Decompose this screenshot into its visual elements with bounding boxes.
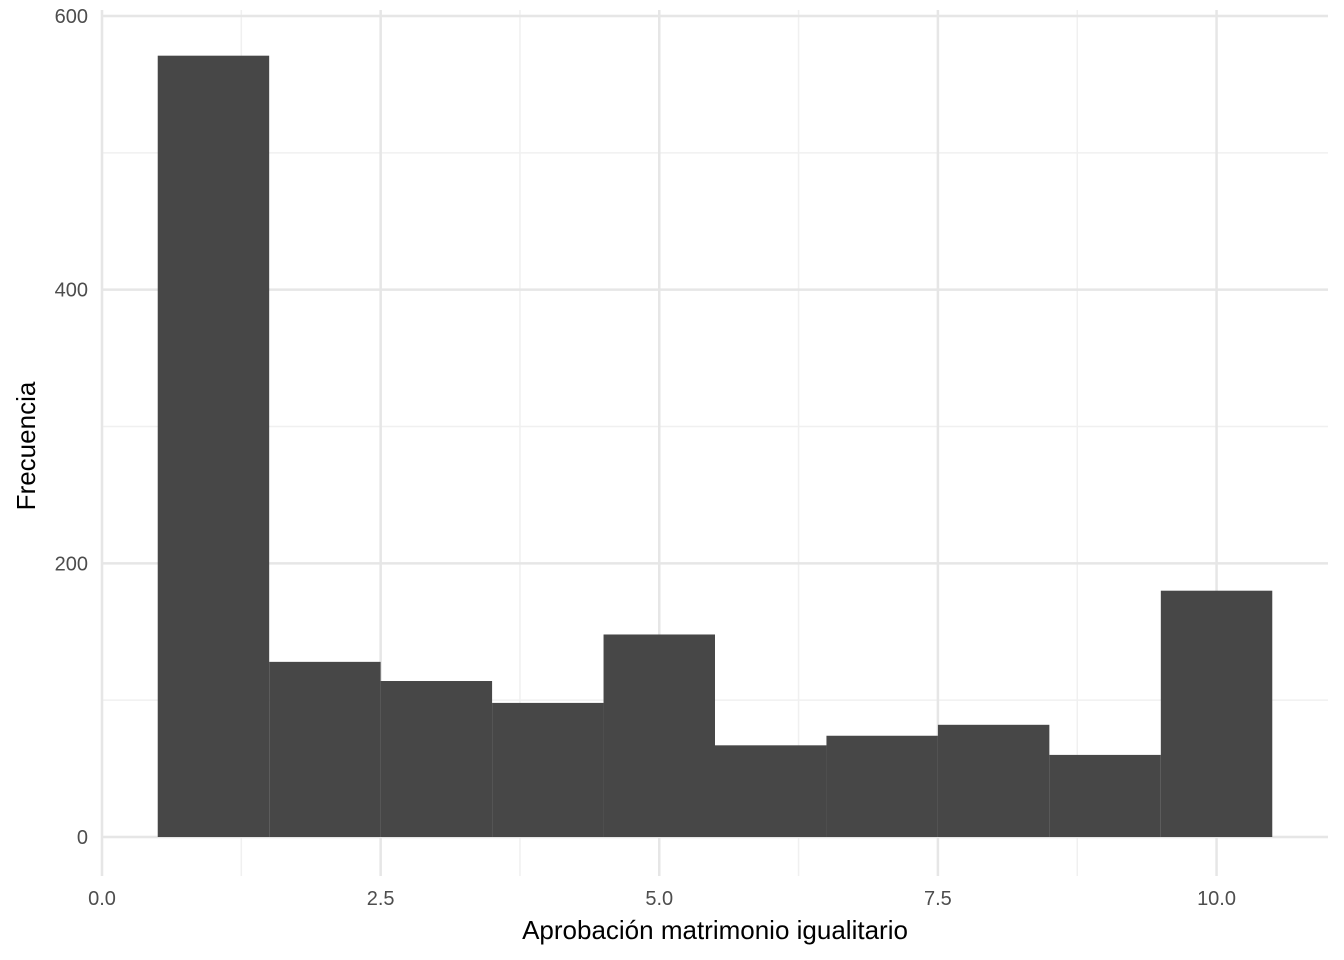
histogram-bar [715, 745, 827, 837]
histogram-bar [1160, 590, 1273, 837]
y-tick-label: 400 [55, 280, 88, 302]
y-tick-label: 600 [55, 6, 88, 28]
x-tick-label: 10.0 [1197, 888, 1236, 910]
histogram-bar [1049, 754, 1161, 837]
histogram-bar [603, 634, 715, 837]
histogram-bar [492, 702, 604, 837]
y-tick-label: 200 [55, 553, 88, 575]
x-axis-tick-labels: 0.0 2.5 5.0 7.5 10.0 [88, 888, 1236, 910]
histogram-bar [157, 55, 270, 838]
x-tick-label: 5.0 [645, 888, 673, 910]
histogram-bar [826, 735, 938, 837]
y-axis-title: Frecuencia [11, 381, 41, 510]
histogram-bar [380, 681, 493, 837]
x-axis-title: Aprobación matrimonio igualitario [522, 915, 908, 945]
y-tick-label: 0 [77, 827, 88, 849]
x-tick-label: 0.0 [88, 888, 116, 910]
histogram-bar [269, 661, 381, 837]
x-tick-label: 2.5 [367, 888, 395, 910]
histogram-bar [937, 724, 1050, 837]
x-tick-label: 7.5 [924, 888, 952, 910]
y-axis-tick-labels: 0 200 400 600 [55, 6, 88, 849]
histogram-bars [157, 55, 1273, 838]
